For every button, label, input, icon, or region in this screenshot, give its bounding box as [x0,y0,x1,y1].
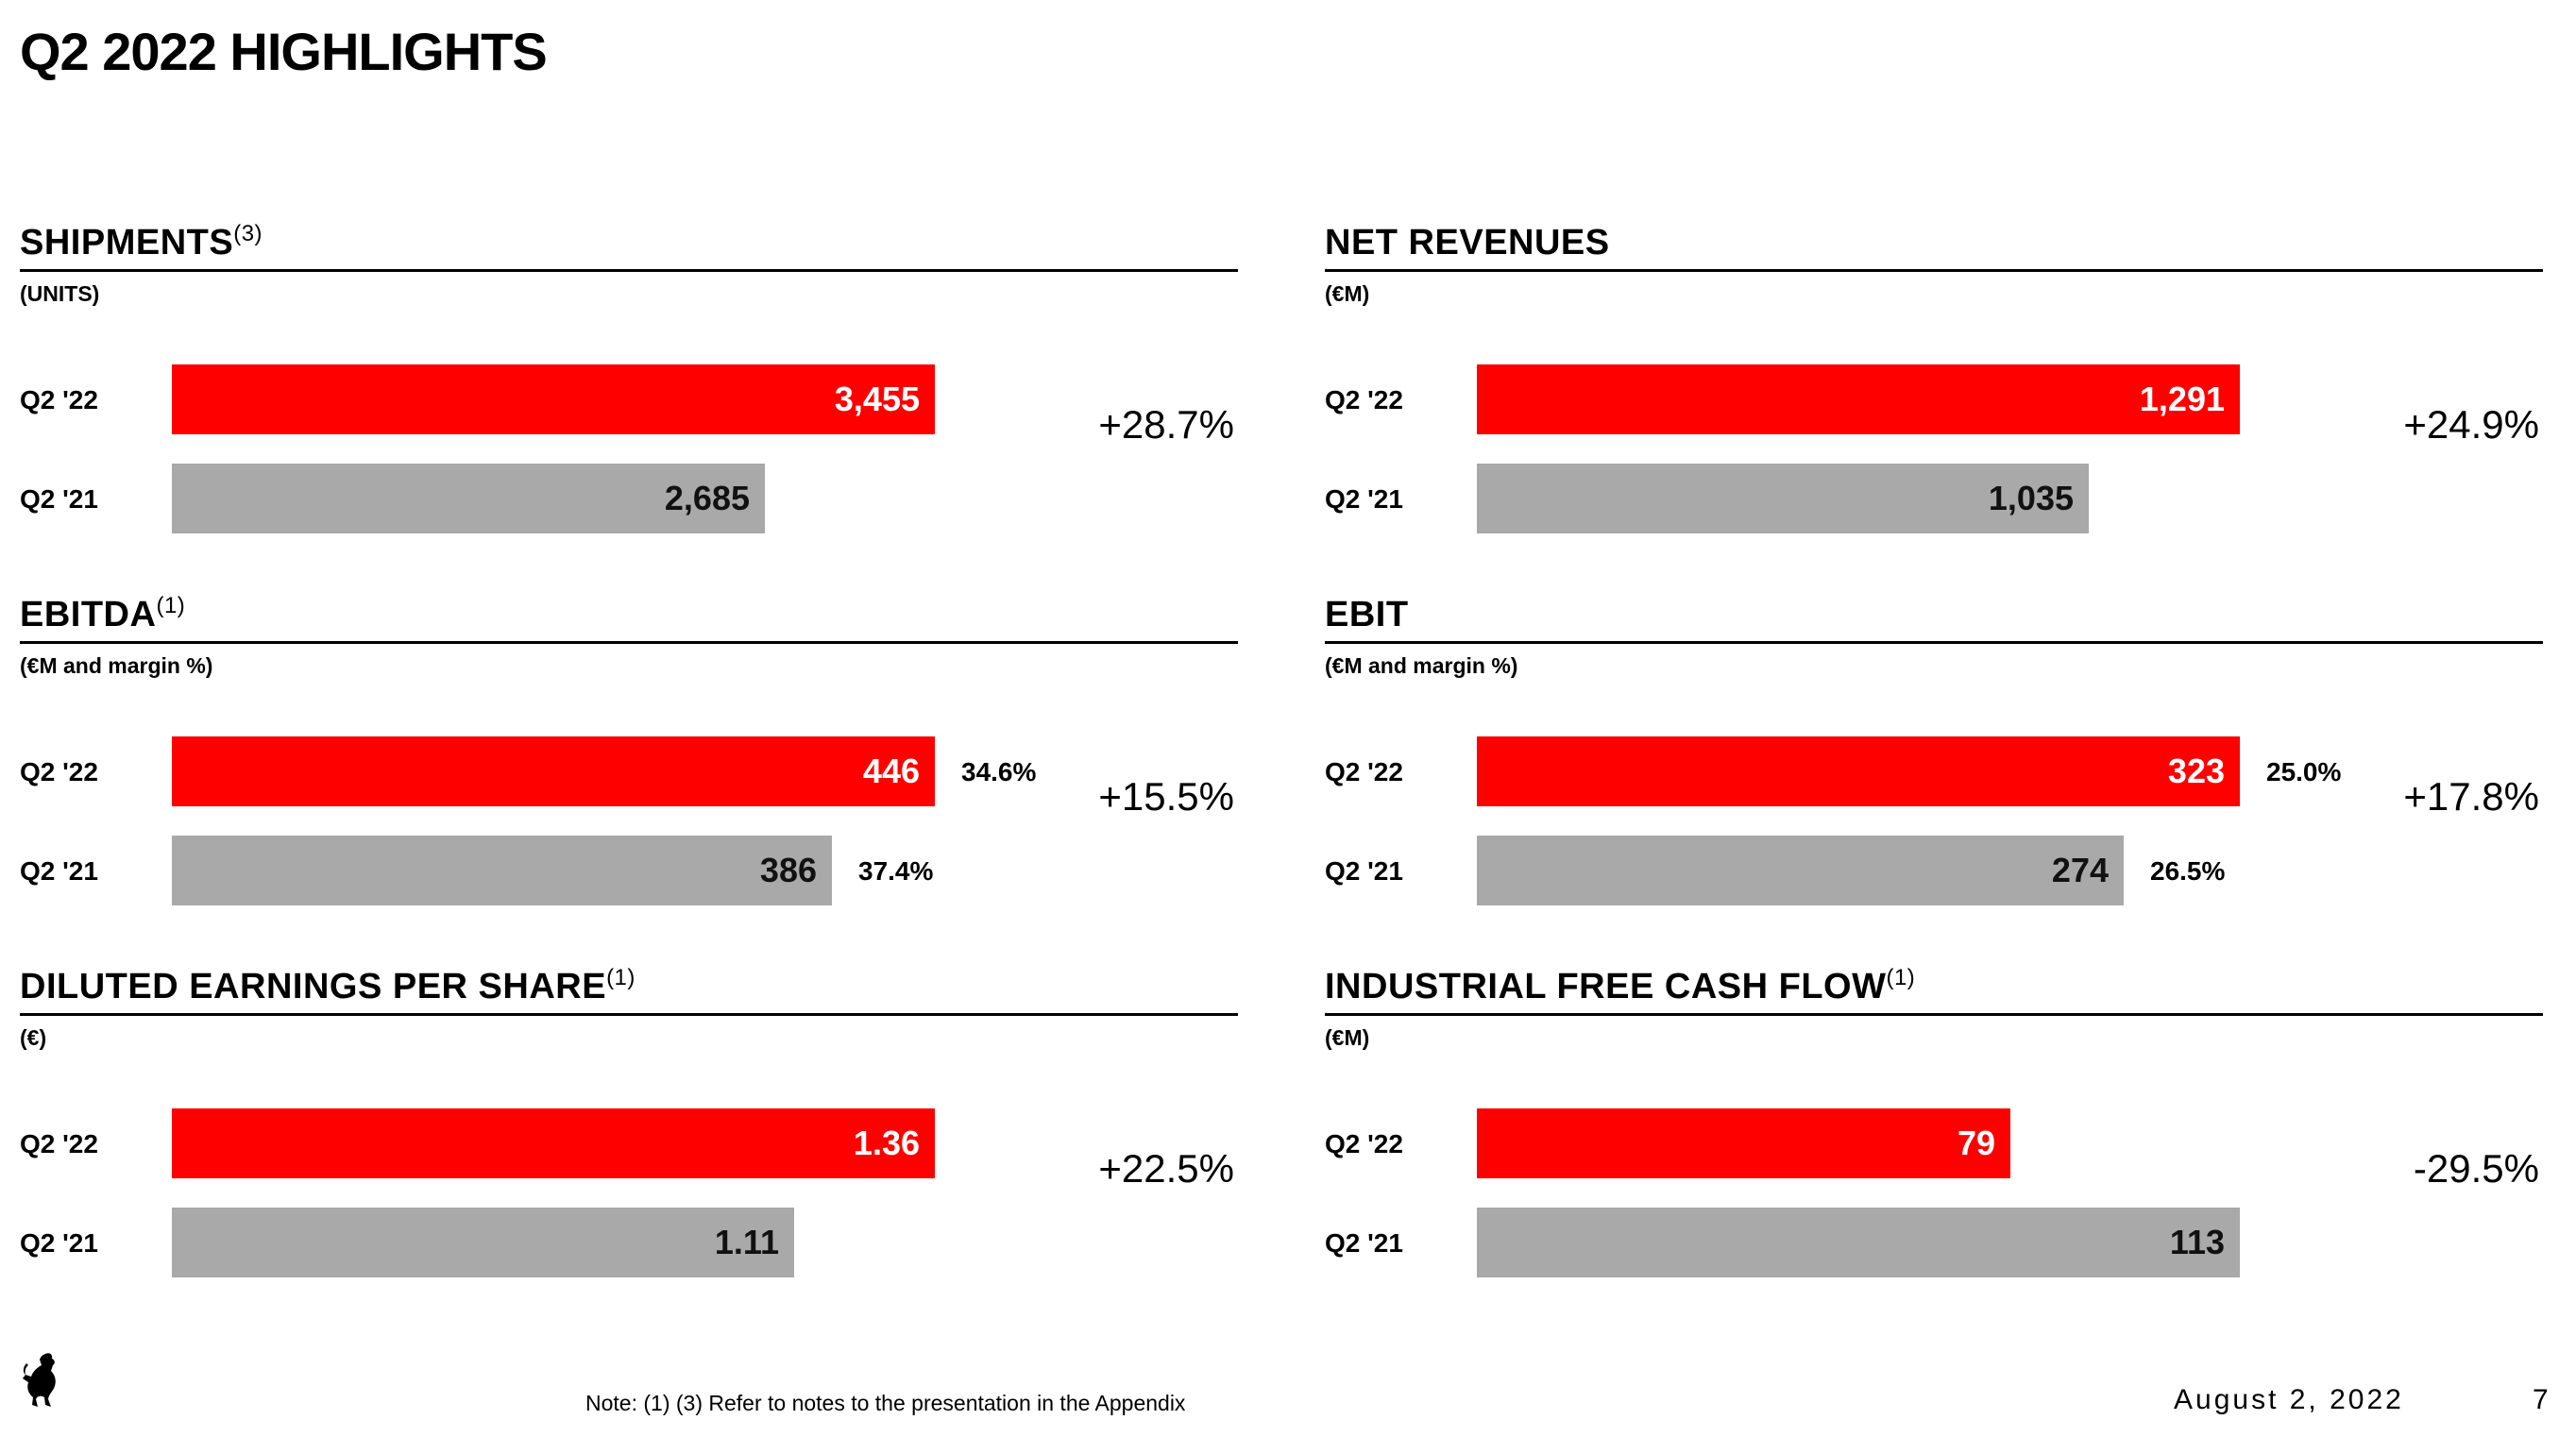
yoy-change: +28.7% [1098,402,1234,447]
bar-current: 1,291 [1477,364,2240,434]
yoy-change: +15.5% [1098,774,1234,819]
chart-title-text: INDUSTRIAL FREE CASH FLOW [1325,967,1887,1006]
period-label: Q2 '21 [20,856,98,886]
bar-current: 1.36 [172,1108,935,1178]
chart-title: EBIT [1325,595,1409,635]
period-label: Q2 '22 [20,757,98,786]
bar-value-label: 1,291 [2139,380,2225,418]
bar-current: 446 [172,736,935,806]
period-label: Q2 '21 [1325,484,1403,514]
bar-value-label: 1.11 [714,1223,779,1261]
title-rule [20,269,1238,272]
chart-title: INDUSTRIAL FREE CASH FLOW(1) [1325,965,1916,1007]
presentation-date: August 2, 2022 [2174,1384,2404,1415]
bar-row: Q2 '21 113 [1325,1208,2364,1277]
title-rule [20,641,1238,644]
chart-panel: EBIT (€M and margin %) Q2 '22 323 25.0% Q2 '2… [1325,595,2543,954]
margin-label: 34.6% [961,757,1037,786]
bar-value-label: 1.36 [853,1124,920,1162]
chart-panel: NET REVENUES (€M) Q2 '22 1,291 Q2 '21 1,035 +2… [1325,223,2543,582]
chart-title-text: DILUTED EARNINGS PER SHARE [20,967,607,1006]
chart-unit: (€M and margin %) [20,653,213,678]
bar-prior: 2,685 [172,464,765,533]
chart-title-note: (1) [156,593,186,618]
chart-title-text: EBIT [1325,595,1409,634]
bar-value-label: 113 [2169,1223,2225,1261]
page-title: Q2 2022 HIGHLIGHTS [20,22,548,81]
chart-unit: (UNITS) [20,281,100,306]
bar-row: Q2 '22 1.36 [20,1108,1059,1178]
prancing-horse-logo-icon [23,1353,56,1407]
chart-title: EBITDA(1) [20,593,186,635]
page-number: 7 [2533,1384,2549,1415]
yoy-change: +22.5% [1098,1146,1234,1191]
margin-label: 26.5% [2150,856,2226,886]
chart-panel: SHIPMENTS(3) (UNITS) Q2 '22 3,455 Q2 '21 2,68… [20,221,1238,582]
bar-prior: 386 [172,836,832,905]
bar-value-label: 386 [759,851,817,889]
period-label: Q2 '22 [1325,1129,1403,1158]
chart-unit: (€) [20,1025,47,1050]
chart-unit: (€M) [1325,1025,1370,1050]
bar-current: 3,455 [172,364,935,434]
margin-label: 37.4% [858,856,934,886]
chart-title: DILUTED EARNINGS PER SHARE(1) [20,965,636,1007]
bar-value-label: 446 [862,752,920,790]
bar-row: Q2 '21 386 37.4% [20,836,1059,905]
bar-row: Q2 '22 323 25.0% [1325,736,2364,806]
footnote: Note: (1) (3) Refer to notes to the pres… [585,1391,1186,1415]
title-rule [1325,641,2543,644]
bar-value-label: 323 [2167,752,2225,790]
bar-row: Q2 '22 3,455 [20,364,1059,434]
bar-current: 79 [1477,1108,2010,1178]
chart-panel: DILUTED EARNINGS PER SHARE(1) (€) Q2 '22 1.… [20,965,1238,1326]
chart-title-note: (1) [606,965,636,990]
bar-value-label: 2,685 [664,479,750,517]
period-label: Q2 '22 [20,385,98,414]
period-label: Q2 '22 [1325,385,1403,414]
yoy-change: -29.5% [2413,1146,2539,1191]
bar-row: Q2 '22 446 34.6% [20,736,1059,806]
yoy-change: +17.8% [2403,774,2539,819]
chart-title: SHIPMENTS(3) [20,221,263,263]
period-label: Q2 '21 [1325,1228,1403,1258]
bar-prior: 1,035 [1477,464,2089,533]
bar-row: Q2 '22 79 [1325,1108,2364,1178]
bar-prior: 1.11 [172,1208,794,1277]
bar-row: Q2 '21 1.11 [20,1208,1059,1277]
period-label: Q2 '22 [1325,757,1403,786]
chart-title-text: EBITDA [20,595,157,634]
period-label: Q2 '21 [20,484,98,514]
title-rule [1325,269,2543,272]
chart-title-text: NET REVENUES [1325,223,1610,262]
bar-value-label: 3,455 [834,380,920,418]
bar-current: 323 [1477,736,2240,806]
period-label: Q2 '21 [20,1228,98,1258]
title-rule [20,1013,1238,1016]
bar-value-label: 79 [1957,1124,1995,1162]
bar-prior: 113 [1477,1208,2240,1277]
chart-panel: EBITDA(1) (€M and margin %) Q2 '22 446 34.6%… [20,593,1238,954]
chart-title: NET REVENUES [1325,223,1610,263]
period-label: Q2 '21 [1325,856,1403,886]
yoy-change: +24.9% [2403,402,2539,447]
chart-title-note: (3) [233,221,263,246]
period-label: Q2 '22 [20,1129,98,1158]
bar-value-label: 1,035 [1988,479,2074,517]
chart-panel: INDUSTRIAL FREE CASH FLOW(1) (€M) Q2 '22 79… [1325,965,2543,1326]
bar-row: Q2 '21 274 26.5% [1325,836,2364,905]
chart-unit: (€M and margin %) [1325,653,1518,678]
margin-label: 25.0% [2266,757,2342,786]
bar-prior: 274 [1477,836,2124,905]
title-rule [1325,1013,2543,1016]
bar-row: Q2 '21 2,685 [20,464,1059,533]
chart-unit: (€M) [1325,281,1370,306]
bar-row: Q2 '22 1,291 [1325,364,2364,434]
bar-row: Q2 '21 1,035 [1325,464,2364,533]
bar-value-label: 274 [2051,851,2109,889]
chart-title-text: SHIPMENTS [20,223,234,262]
chart-title-note: (1) [1886,965,1916,990]
